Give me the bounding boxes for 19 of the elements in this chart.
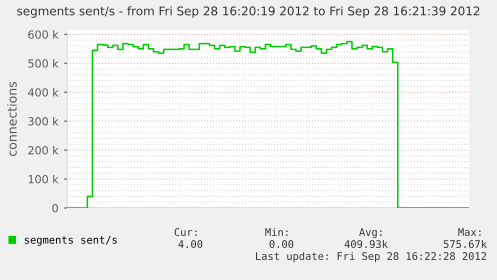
y-tick-label: 600 k [28, 30, 59, 39]
text: Last update: Fri Sep 28 16:22:28 2012 [256, 252, 486, 262]
y-tick-label: 400 k [28, 88, 59, 97]
text: Cur: [174, 228, 196, 236]
chart-title: segments sent/s - from Fri Sep 28 16:20:19 2012 to Fri Sep 28 16:21:39 2012 [17, 6, 480, 18]
text: 409.93k [344, 240, 388, 248]
y-tick-label: 500 k [28, 59, 59, 68]
y-tick-label: 300 k [28, 116, 59, 126]
text: Max: [458, 228, 480, 236]
text: Min: [265, 228, 288, 236]
y-tick-label: 0 [52, 204, 58, 212]
legend-label: segments sent/s [24, 236, 117, 246]
text: 4.00 [178, 240, 202, 248]
y-tick-label: 200 k [28, 146, 59, 154]
y-tick-label: 100 k [28, 174, 59, 184]
y-axis-title: connections [7, 82, 17, 156]
text: 0.00 [270, 240, 294, 248]
text: 575.67k [444, 240, 487, 248]
text: Avg: [359, 228, 382, 238]
